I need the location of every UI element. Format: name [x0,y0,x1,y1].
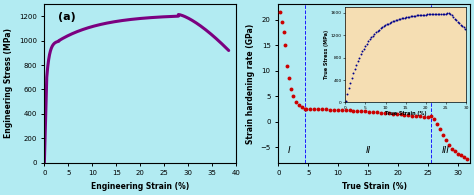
Y-axis label: Strain hardening rate (GPa): Strain hardening rate (GPa) [246,23,255,144]
Text: II: II [365,146,371,155]
X-axis label: True Strain (%): True Strain (%) [342,182,407,191]
Text: III: III [442,146,450,155]
X-axis label: Engineering Strain (%): Engineering Strain (%) [91,182,189,191]
Text: (b): (b) [363,9,381,19]
Y-axis label: Engineering Stress (MPa): Engineering Stress (MPa) [4,28,13,138]
Text: (a): (a) [58,12,75,22]
Text: I: I [288,146,291,155]
